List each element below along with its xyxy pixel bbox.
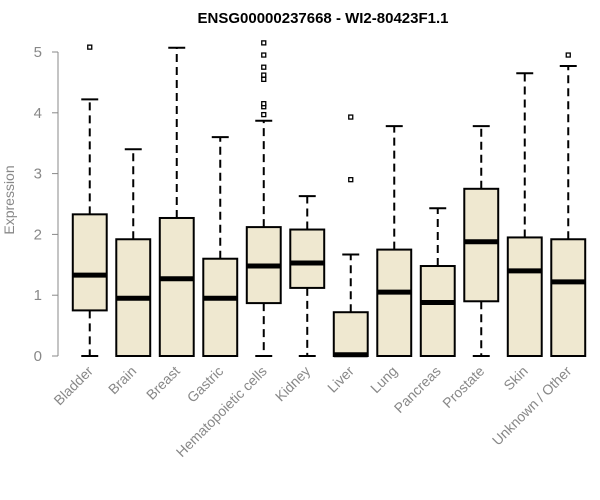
box-liver bbox=[332, 114, 369, 358]
y-axis: 0 1 2 3 4 5 bbox=[34, 44, 59, 365]
box-skin bbox=[506, 72, 543, 357]
box-pancreas bbox=[419, 207, 456, 357]
box-breast bbox=[158, 46, 195, 357]
outlier-point bbox=[348, 114, 354, 120]
x-tick-label-2: Breast bbox=[143, 363, 183, 403]
box-rect bbox=[202, 257, 239, 357]
box-rect bbox=[332, 311, 369, 357]
outlier-point bbox=[261, 111, 267, 118]
outlier-point bbox=[87, 44, 93, 50]
box-series bbox=[71, 40, 587, 358]
outlier-point bbox=[348, 177, 354, 183]
outlier-point bbox=[261, 101, 267, 107]
box-unknown-other bbox=[550, 52, 587, 358]
y-tick-label-1: 1 bbox=[34, 287, 42, 304]
box-prostate bbox=[463, 125, 500, 357]
box-lung bbox=[376, 125, 413, 358]
y-tick-label-4: 4 bbox=[34, 105, 42, 122]
outlier-point bbox=[261, 40, 267, 46]
outlier-point bbox=[565, 52, 571, 58]
box-rect bbox=[550, 238, 587, 358]
x-tick-label-9: Prostate bbox=[439, 363, 487, 411]
x-tick-label-10: Skin bbox=[500, 363, 531, 394]
x-tick-label-11: Unknown / Other bbox=[489, 363, 575, 449]
box-bladder bbox=[71, 44, 108, 357]
x-tick-label-0: Bladder bbox=[50, 363, 96, 409]
y-tick-label-3: 3 bbox=[34, 166, 42, 183]
outlier-point bbox=[261, 72, 267, 78]
box-rect bbox=[419, 265, 456, 357]
box-rect bbox=[289, 228, 326, 289]
box-rect bbox=[463, 187, 500, 303]
chart-title: ENSG00000237668 - WI2-80423F1.1 bbox=[198, 10, 449, 27]
x-tick-label-7: Lung bbox=[367, 363, 400, 396]
y-tick-label-0: 0 bbox=[34, 348, 42, 365]
y-axis-label: Expression bbox=[1, 165, 17, 234]
box-rect bbox=[71, 213, 108, 312]
y-tick-label-2: 2 bbox=[34, 226, 42, 243]
outlier-point bbox=[261, 52, 267, 58]
box-kidney bbox=[289, 195, 326, 357]
outlier-point bbox=[261, 76, 267, 83]
outlier-point bbox=[261, 64, 267, 70]
box-rect bbox=[376, 248, 413, 358]
y-tick-label-5: 5 bbox=[34, 44, 42, 61]
x-tick-label-3: Gastric bbox=[184, 363, 227, 406]
x-tick-label-5: Kidney bbox=[272, 363, 314, 405]
box-hematopoietic-cells bbox=[245, 40, 282, 357]
x-tick-label-6: Liver bbox=[324, 363, 357, 396]
box-brain bbox=[115, 148, 152, 358]
box-rect bbox=[506, 236, 543, 357]
box-rect bbox=[158, 216, 195, 357]
box-gastric bbox=[202, 136, 239, 357]
x-tick-label-1: Brain bbox=[105, 363, 139, 397]
x-tick-label-8: Pancreas bbox=[391, 363, 444, 416]
